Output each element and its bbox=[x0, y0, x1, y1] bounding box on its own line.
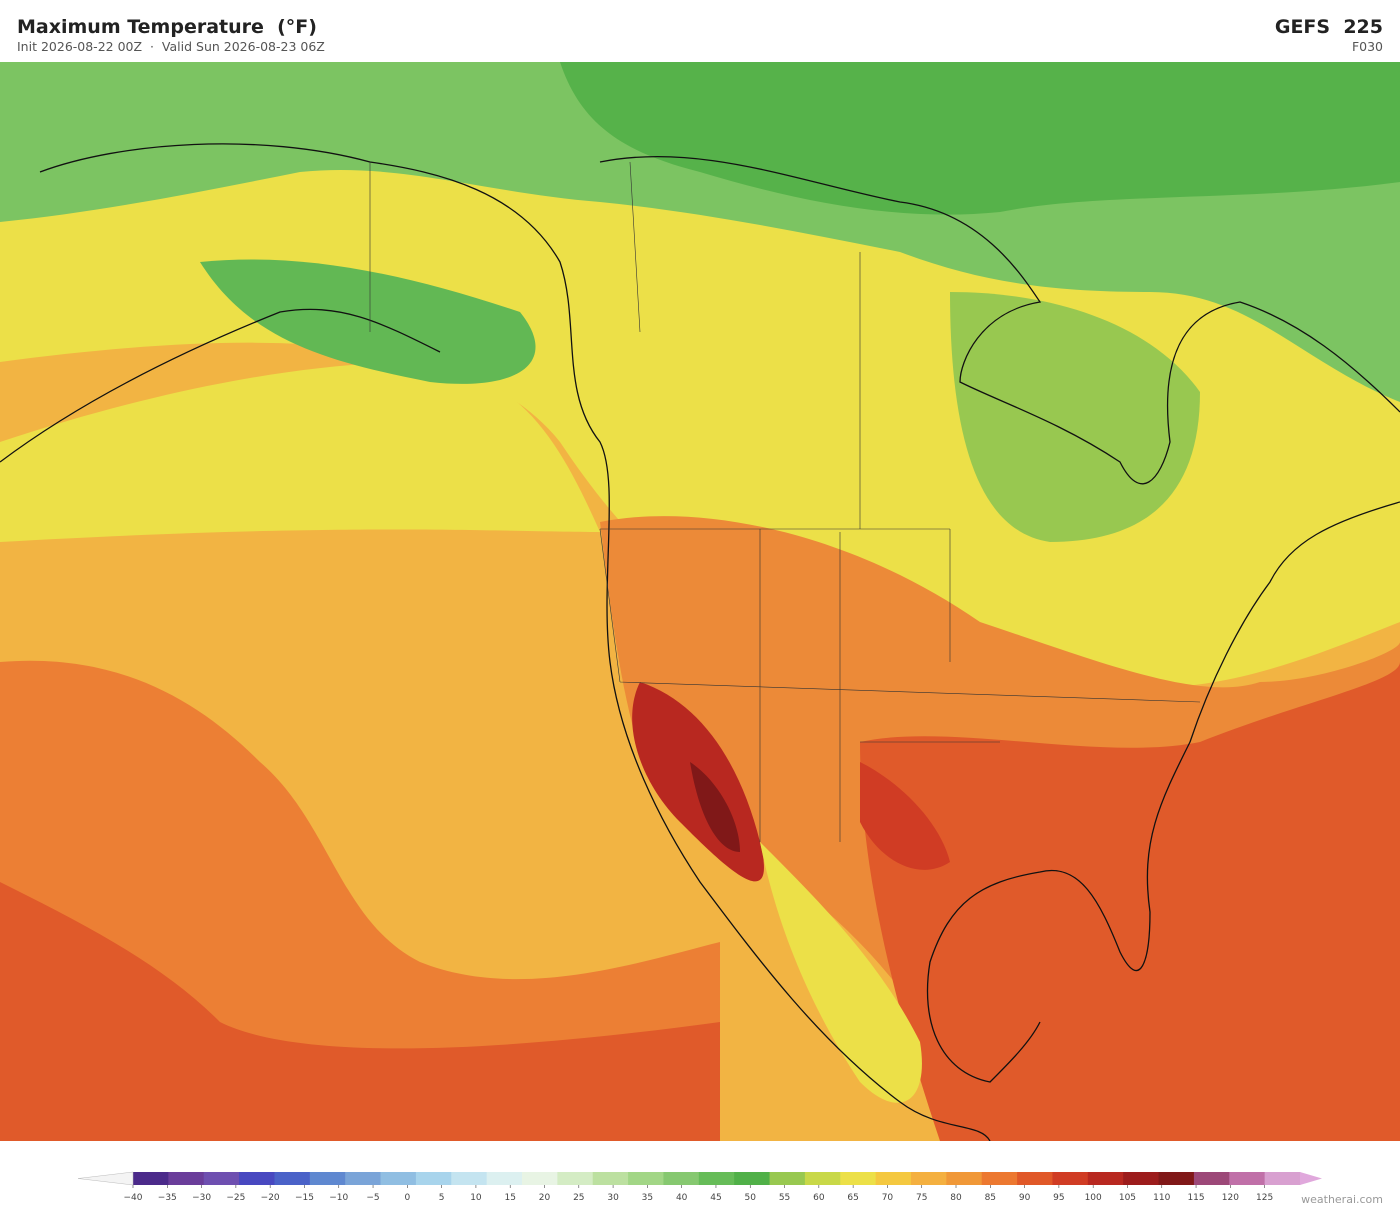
color-box bbox=[875, 1172, 912, 1185]
tick-label: 60 bbox=[813, 1193, 825, 1203]
tick-label: 115 bbox=[1187, 1193, 1204, 1203]
tick-label: 10 bbox=[470, 1193, 482, 1203]
tick-label: 85 bbox=[985, 1193, 996, 1203]
color-box bbox=[628, 1172, 664, 1185]
tick-label: 125 bbox=[1256, 1193, 1273, 1203]
tick-label: −5 bbox=[366, 1193, 379, 1203]
tick-label: 45 bbox=[710, 1193, 721, 1203]
color-box bbox=[663, 1172, 700, 1185]
tick-label: 100 bbox=[1085, 1193, 1102, 1203]
credit: weatherai.com bbox=[1301, 1193, 1383, 1206]
tick-label: 95 bbox=[1053, 1193, 1064, 1203]
color-box bbox=[946, 1172, 983, 1185]
color-box bbox=[380, 1172, 417, 1185]
color-box bbox=[415, 1172, 452, 1185]
tick-label: 105 bbox=[1119, 1193, 1136, 1203]
over-triangle bbox=[1300, 1172, 1322, 1185]
tick-label: −40 bbox=[124, 1193, 143, 1203]
tick-label: 15 bbox=[504, 1193, 515, 1203]
color-box bbox=[239, 1172, 275, 1185]
color-box bbox=[734, 1172, 771, 1185]
tick-label: 0 bbox=[404, 1193, 410, 1203]
colorbar: −40 −35 −30 −25 −20 −15 −10 −5 0 5 10 15 20 25 30 35 40 4… bbox=[77, 1171, 1322, 1203]
subtitle: Init 2026-08-22 00Z · Valid Sun 2026-08-… bbox=[17, 39, 325, 54]
color-box bbox=[133, 1172, 169, 1185]
color-box bbox=[1087, 1172, 1124, 1185]
color-box bbox=[698, 1172, 735, 1185]
color-box bbox=[1123, 1172, 1160, 1185]
color-box bbox=[592, 1172, 629, 1185]
tick-label: 90 bbox=[1019, 1193, 1031, 1203]
tick-label: −15 bbox=[295, 1193, 314, 1203]
tick-label: 80 bbox=[950, 1193, 962, 1203]
tick-label: 5 bbox=[439, 1193, 445, 1203]
tick-label: 75 bbox=[916, 1193, 927, 1203]
color-box bbox=[345, 1172, 382, 1185]
color-box bbox=[522, 1172, 558, 1185]
color-box bbox=[769, 1172, 806, 1185]
tick-label: 25 bbox=[573, 1193, 584, 1203]
color-box bbox=[1193, 1172, 1230, 1185]
under-triangle bbox=[77, 1171, 134, 1186]
tick-label: −20 bbox=[261, 1193, 280, 1203]
tick-label: 40 bbox=[676, 1193, 688, 1203]
color-box bbox=[451, 1172, 488, 1185]
tick-label: 55 bbox=[779, 1193, 790, 1203]
tick-label: 30 bbox=[607, 1193, 619, 1203]
color-box bbox=[981, 1172, 1018, 1185]
color-box bbox=[1052, 1172, 1089, 1185]
tick-label: −25 bbox=[226, 1193, 245, 1203]
tick-label: −10 bbox=[329, 1193, 348, 1203]
tick-label: 120 bbox=[1222, 1193, 1239, 1203]
map bbox=[0, 62, 1400, 1141]
title: Maximum Temperature (°F) bbox=[17, 16, 317, 38]
color-box bbox=[840, 1172, 877, 1185]
color-box bbox=[486, 1172, 523, 1185]
model: GEFS 225 bbox=[1274, 16, 1383, 38]
tick-label: 65 bbox=[847, 1193, 858, 1203]
color-box bbox=[203, 1172, 240, 1185]
color-box bbox=[1229, 1172, 1266, 1185]
tick-label: 110 bbox=[1153, 1193, 1170, 1203]
tick-label: 35 bbox=[642, 1193, 653, 1203]
color-box bbox=[1158, 1172, 1195, 1185]
tick-label: −30 bbox=[192, 1193, 211, 1203]
color-box bbox=[557, 1172, 594, 1185]
color-box bbox=[309, 1172, 346, 1185]
color-box bbox=[1017, 1172, 1053, 1185]
tick-label: −35 bbox=[158, 1193, 177, 1203]
color-box bbox=[1264, 1172, 1301, 1185]
color-box bbox=[168, 1172, 205, 1185]
color-box bbox=[911, 1172, 947, 1185]
tick-label: 50 bbox=[745, 1193, 757, 1203]
color-box bbox=[274, 1172, 311, 1185]
tick-label: 70 bbox=[882, 1193, 894, 1203]
forecast-hour: F030 bbox=[1351, 39, 1383, 54]
color-box bbox=[804, 1172, 841, 1185]
tick-label: 20 bbox=[539, 1193, 551, 1203]
